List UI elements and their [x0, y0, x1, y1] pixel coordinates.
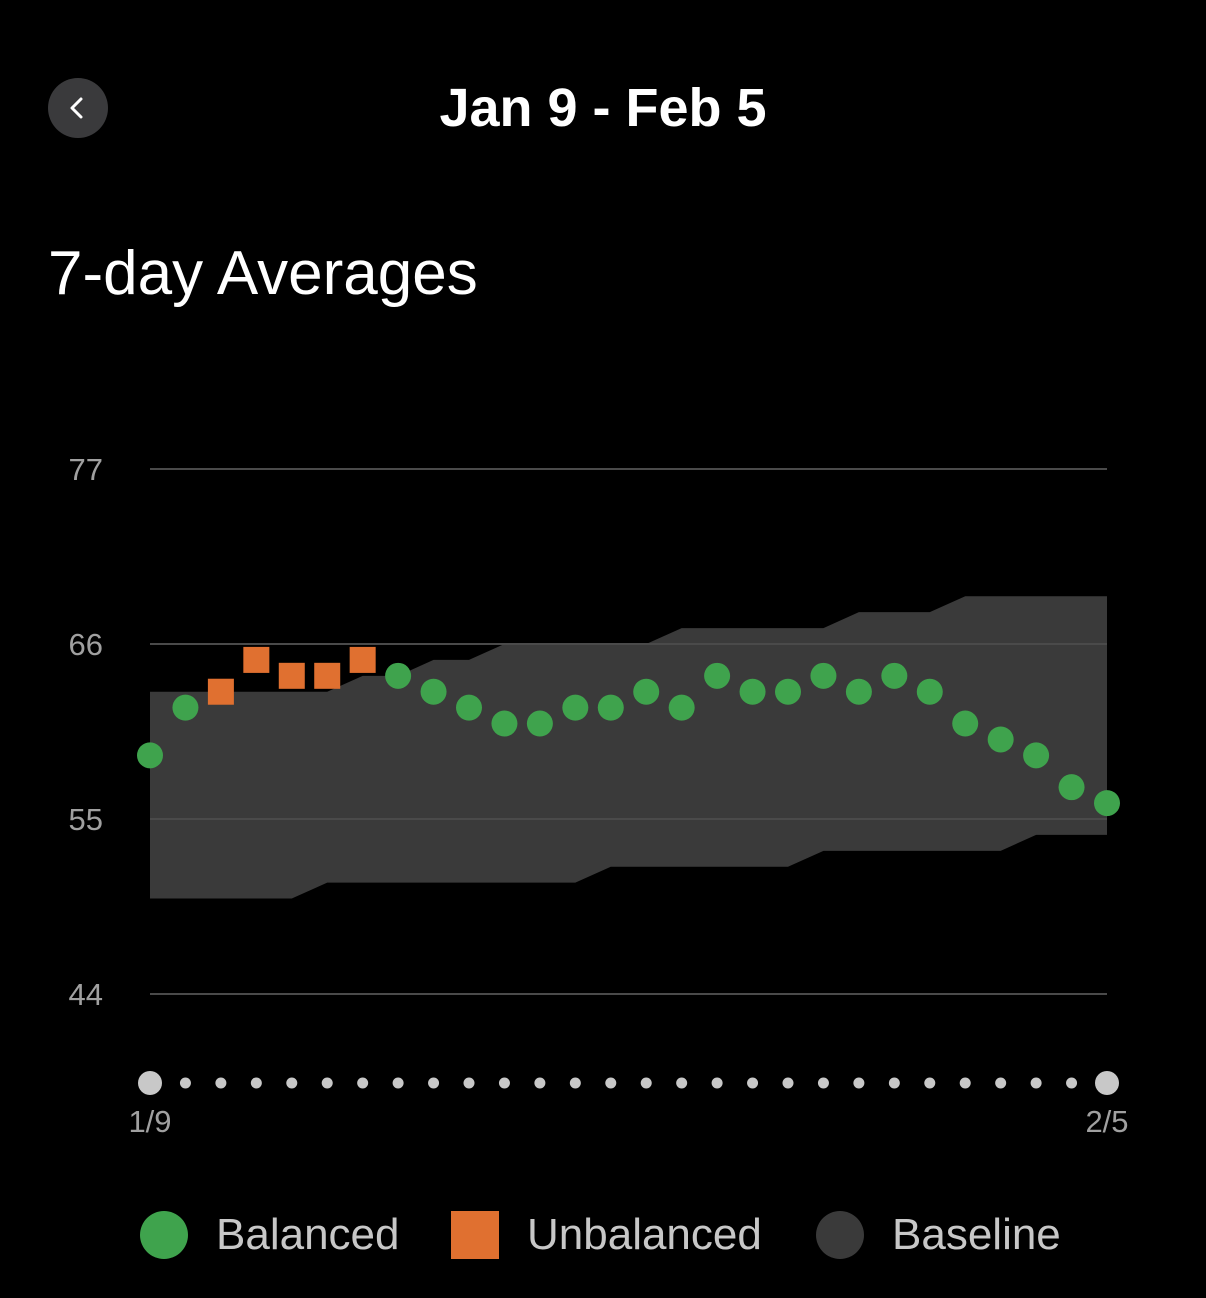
back-button[interactable] — [48, 78, 108, 138]
timeline-day-dot — [995, 1077, 1007, 1089]
data-point-balanced — [456, 694, 482, 721]
legend-item-balanced: Balanced — [140, 1200, 399, 1270]
timeline-day-dot — [250, 1077, 262, 1089]
legend-label-baseline: Baseline — [892, 1210, 1061, 1259]
x-label-end: 2/5 — [1085, 1104, 1128, 1139]
timeline-day-dot — [392, 1077, 404, 1089]
data-point-balanced — [987, 726, 1014, 753]
x-label-start: 1/9 — [128, 1104, 171, 1139]
data-point-balanced — [845, 678, 872, 705]
timeline-day-dot — [676, 1077, 688, 1089]
legend-swatch-balanced — [140, 1211, 188, 1259]
data-point-balanced — [668, 694, 695, 721]
timeline-day-dot — [1066, 1077, 1078, 1089]
timeline-day-dot — [179, 1077, 191, 1089]
timeline-day-dot — [817, 1077, 829, 1089]
data-point-unbalanced — [243, 646, 270, 673]
timeline-day-dot — [534, 1077, 546, 1089]
legend-label-balanced: Balanced — [216, 1210, 400, 1259]
data-point-balanced — [633, 678, 660, 705]
legend-swatch-unbalanced — [451, 1211, 499, 1259]
timeline-day-dot — [463, 1077, 475, 1089]
timeline-day-dot — [428, 1077, 440, 1089]
timeline-day-dot — [640, 1077, 652, 1089]
section-title: 7-day Averages — [48, 239, 478, 308]
data-point-balanced — [881, 662, 908, 689]
timeline-day-dot — [357, 1077, 369, 1089]
data-point-balanced — [704, 662, 731, 689]
timeline-day-dot — [924, 1077, 936, 1089]
timeline-day-dot — [569, 1077, 581, 1089]
timeline-endpoint-dot — [138, 1071, 162, 1095]
data-point-unbalanced — [349, 646, 376, 673]
chevron-left-icon — [70, 97, 83, 119]
baseline-band — [150, 596, 1107, 899]
y-tick-label: 55 — [69, 802, 103, 837]
timeline-day-dot — [286, 1077, 298, 1089]
data-point-balanced — [1094, 790, 1120, 817]
y-tick-label: 66 — [69, 627, 103, 662]
page-title: Jan 9 - Feb 5 — [439, 78, 767, 138]
data-point-balanced — [172, 694, 199, 721]
timeline-day-dot — [888, 1077, 900, 1089]
timeline-endpoint-dot — [1095, 1071, 1119, 1095]
timeline-day-dot — [1030, 1077, 1042, 1089]
timeline-day-dot — [959, 1077, 971, 1089]
data-point-balanced — [916, 678, 943, 705]
timeline-day-dot — [782, 1077, 794, 1089]
data-point-balanced — [491, 710, 518, 737]
data-point-balanced — [385, 662, 412, 689]
legend: Balanced Unbalanced Baseline — [0, 1200, 1206, 1270]
data-point-balanced — [526, 710, 553, 737]
data-point-balanced — [810, 662, 837, 689]
data-point-balanced — [562, 694, 589, 721]
timeline-day-dot — [853, 1077, 865, 1089]
legend-swatch-baseline — [816, 1211, 864, 1259]
y-tick-label: 44 — [69, 977, 103, 1012]
timeline-day-dot — [321, 1077, 333, 1089]
data-point-balanced — [1023, 742, 1050, 769]
data-point-balanced — [739, 678, 766, 705]
data-point-balanced — [137, 742, 163, 769]
data-point-unbalanced — [314, 662, 341, 689]
data-point-unbalanced — [278, 662, 305, 689]
legend-label-unbalanced: Unbalanced — [527, 1210, 762, 1259]
timeline-day-dot — [215, 1077, 227, 1089]
data-point-balanced — [597, 694, 624, 721]
timeline-day-dot — [498, 1077, 510, 1089]
timeline-day-dot — [605, 1077, 617, 1089]
legend-item-baseline: Baseline — [816, 1200, 1061, 1270]
data-point-balanced — [952, 710, 979, 737]
timeline-day-dot — [747, 1077, 759, 1089]
data-point-unbalanced — [207, 678, 234, 705]
y-tick-label: 77 — [69, 452, 103, 487]
timeline-day-dot — [711, 1077, 723, 1089]
data-point-balanced — [420, 678, 447, 705]
data-point-balanced — [1058, 774, 1085, 801]
data-point-balanced — [775, 678, 801, 705]
chart: 77 66 55 44 1/9 2/5 — [69, 452, 1129, 1139]
legend-item-unbalanced: Unbalanced — [451, 1200, 762, 1270]
